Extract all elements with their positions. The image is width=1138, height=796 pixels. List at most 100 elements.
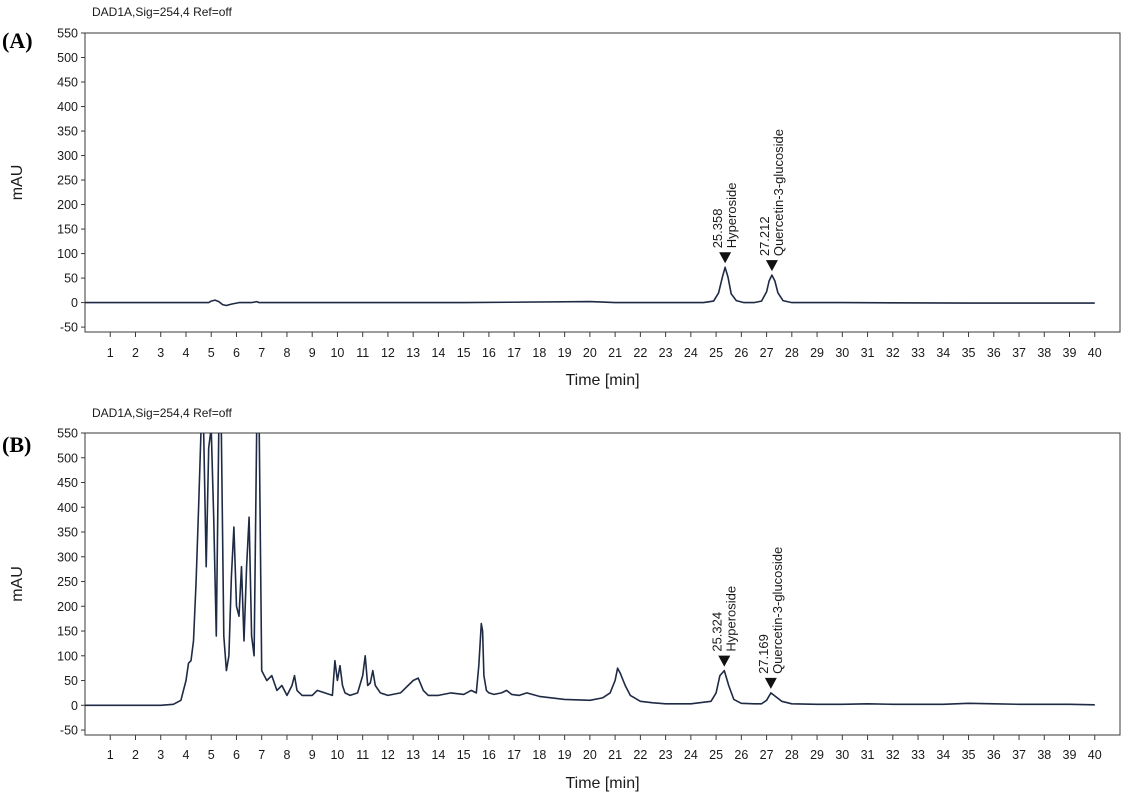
x-tick-label: 25 — [709, 748, 723, 762]
x-tick-label: 8 — [283, 748, 290, 762]
x-tick-label: 3 — [157, 346, 164, 360]
x-tick-label: 25 — [709, 346, 723, 360]
x-tick-label: 3 — [157, 748, 164, 762]
peak-retention-time: 25.358 — [710, 209, 725, 249]
x-tick-label: 36 — [987, 346, 1001, 360]
x-tick-label: 19 — [558, 748, 572, 762]
plot-frame — [84, 432, 1121, 736]
x-tick-label: 17 — [507, 346, 521, 360]
plot-frame — [84, 32, 1121, 333]
y-tick-label: 450 — [57, 76, 78, 90]
x-tick-label: 18 — [532, 748, 546, 762]
x-tick-label: 15 — [457, 748, 471, 762]
x-tick-label: 5 — [208, 748, 215, 762]
x-tick-label: 40 — [1088, 346, 1102, 360]
y-tick-label: 100 — [57, 247, 78, 261]
x-tick-label: 28 — [785, 748, 799, 762]
y-tick-label: 250 — [57, 174, 78, 188]
peak-compound-name: Quercetin-3-glucoside — [770, 547, 785, 674]
x-tick-label: 4 — [182, 748, 189, 762]
chromatogram-trace — [85, 433, 1095, 707]
peak-compound-name: Hyperoside — [724, 183, 739, 249]
x-tick-label: 24 — [684, 346, 698, 360]
y-tick-label: 350 — [57, 526, 78, 540]
x-tick-label: 1 — [107, 346, 114, 360]
x-tick-label: 13 — [406, 346, 420, 360]
y-tick-label: 50 — [64, 272, 78, 286]
x-tick-label: 33 — [911, 346, 925, 360]
peak-compound-name: Quercetin-3-glucoside — [771, 129, 786, 256]
x-tick-label: 35 — [962, 748, 976, 762]
x-tick-label: 2 — [132, 346, 139, 360]
y-axis-title: mAU — [9, 165, 26, 201]
x-tick-label: 26 — [734, 346, 748, 360]
x-tick-label: 11 — [356, 346, 369, 360]
y-tick-label: 150 — [57, 625, 78, 639]
y-tick-label: 150 — [57, 223, 78, 237]
x-tick-label: 13 — [406, 748, 420, 762]
x-tick-label: 39 — [1063, 748, 1077, 762]
chart-panel-a: (A) DAD1A,Sig=254,4 Ref=off -50 0 50 100 150 20… — [2, 5, 1121, 389]
x-tick-label: 22 — [633, 346, 647, 360]
x-tick-label: 32 — [886, 748, 900, 762]
peak-compound-name: Hyperoside — [723, 586, 738, 652]
x-tick-label: 29 — [810, 346, 824, 360]
x-tick-label: 9 — [309, 346, 316, 360]
x-tick-label: 36 — [987, 748, 1001, 762]
y-tick-label: 200 — [57, 198, 78, 212]
x-tick-label: 30 — [835, 346, 849, 360]
y-tick-label: 100 — [57, 649, 78, 663]
y-tick-label: 50 — [64, 674, 78, 688]
x-tick-label: 38 — [1037, 748, 1051, 762]
x-tick-label: 35 — [962, 346, 976, 360]
x-tick-label: 6 — [233, 748, 240, 762]
x-axis-title: Time [min] — [565, 372, 639, 389]
x-tick-label: 27 — [760, 346, 774, 360]
x-tick-label: 16 — [482, 346, 496, 360]
x-tick-label: 37 — [1012, 748, 1026, 762]
x-tick-label: 12 — [381, 346, 395, 360]
y-tick-label: 0 — [71, 699, 78, 713]
y-tick-label: 0 — [71, 296, 78, 310]
x-tick-label: 21 — [608, 748, 622, 762]
y-tick-label: 450 — [57, 476, 78, 490]
x-tick-label: 1 — [107, 748, 114, 762]
x-tick-label: 18 — [532, 346, 546, 360]
x-tick-label: 11 — [356, 748, 369, 762]
x-tick-label: 9 — [309, 748, 316, 762]
x-tick-label: 28 — [785, 346, 799, 360]
x-tick-label: 12 — [381, 748, 395, 762]
signal-title: DAD1A,Sig=254,4 Ref=off — [92, 406, 233, 420]
x-tick-label: 37 — [1012, 346, 1026, 360]
x-tick-label: 8 — [283, 346, 290, 360]
y-tick-label: 250 — [57, 575, 78, 589]
x-tick-label: 17 — [507, 748, 521, 762]
x-tick-label: 2 — [132, 748, 139, 762]
peak-retention-time: 27.169 — [756, 634, 771, 674]
x-tick-label: 31 — [861, 748, 875, 762]
peak-retention-time: 27.212 — [757, 216, 772, 256]
x-tick-label: 33 — [911, 748, 925, 762]
y-tick-label: 400 — [57, 501, 78, 515]
y-tick-label: 550 — [57, 27, 78, 41]
x-tick-label: 19 — [558, 346, 572, 360]
y-tick-label: 350 — [57, 125, 78, 139]
x-tick-label: 20 — [583, 748, 597, 762]
peak-retention-time: 25.324 — [709, 612, 724, 652]
x-tick-label: 34 — [936, 346, 950, 360]
x-tick-label: 7 — [258, 748, 265, 762]
x-tick-label: 32 — [886, 346, 900, 360]
x-tick-label: 34 — [936, 748, 950, 762]
peak-marker-quercetin — [765, 260, 778, 272]
x-tick-label: 10 — [330, 346, 344, 360]
signal-title: DAD1A,Sig=254,4 Ref=off — [92, 5, 233, 19]
x-tick-label: 27 — [760, 748, 774, 762]
y-tick-label: 200 — [57, 600, 78, 614]
chart-panel-b: (B) DAD1A,Sig=254,4 Ref=off -50 0 50 100 150 20… — [2, 406, 1121, 792]
x-tick-label: 5 — [208, 346, 215, 360]
y-tick-label: 300 — [57, 149, 78, 163]
peak-marker-hyperoside — [718, 655, 731, 667]
x-tick-label: 20 — [583, 346, 597, 360]
peak-marker-hyperoside — [719, 252, 732, 264]
